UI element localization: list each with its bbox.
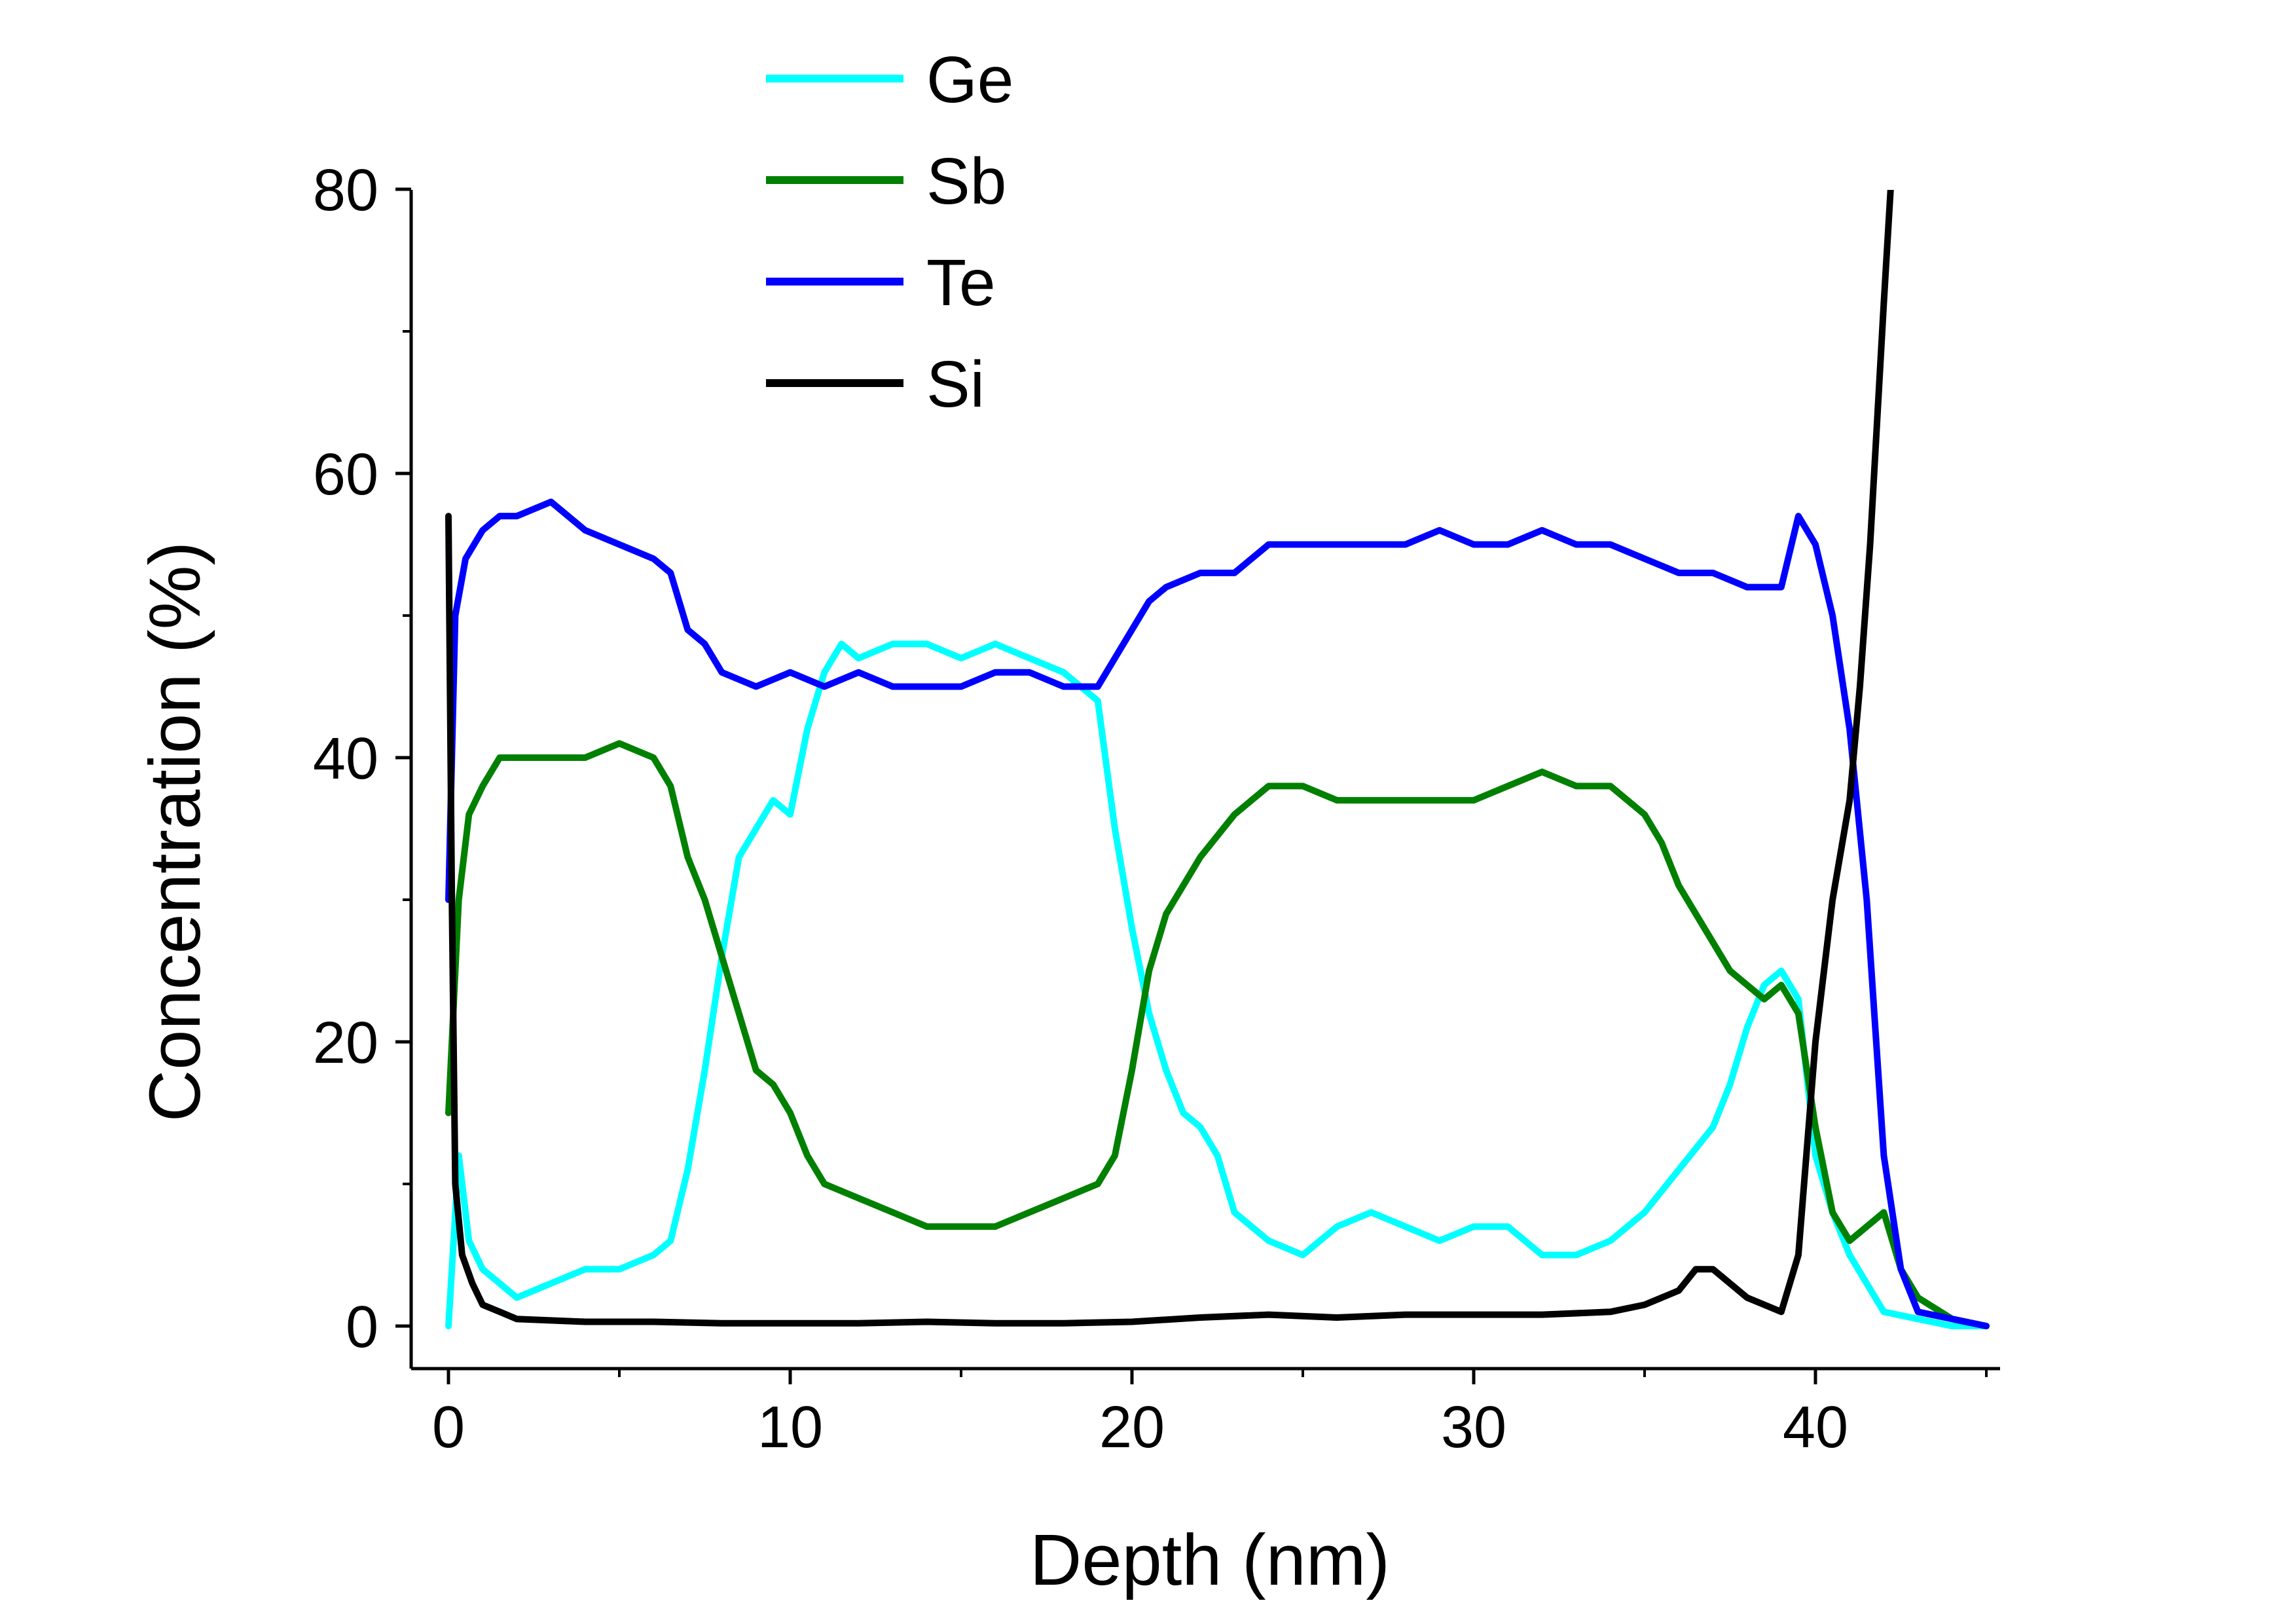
y-tick-label: 40 [313, 726, 378, 792]
series-line-te [445, 498, 1990, 1329]
series-line-si [445, 190, 1894, 1327]
legend-label-sb: Sb [926, 145, 1006, 218]
x-tick-label: 10 [757, 1395, 823, 1460]
y-tick-label: 60 [313, 442, 378, 507]
legend-label-si: Si [926, 348, 985, 421]
legend-label-te: Te [926, 246, 996, 320]
y-tick-label: 80 [313, 158, 378, 223]
x-tick-label: 30 [1441, 1395, 1506, 1460]
x-tick-label: 0 [432, 1395, 465, 1460]
legend: Ge Sb Te Si [766, 43, 1013, 421]
series-layer [445, 190, 1990, 1329]
y-tick-label: 20 [313, 1010, 378, 1076]
y-tick-label: 0 [346, 1295, 378, 1360]
series-line-ge [445, 640, 1990, 1329]
axes-layer: 0 20 40 60 80 0 10 20 30 40 [313, 158, 2000, 1460]
series-line-sb [445, 740, 1990, 1329]
x-axis-title: Depth (nm) [1030, 1520, 1390, 1600]
legend-label-ge: Ge [926, 43, 1013, 117]
y-axis-title: Concentration (%) [135, 542, 215, 1122]
x-tick-label: 40 [1783, 1395, 1848, 1460]
x-tick-label: 20 [1099, 1395, 1165, 1460]
